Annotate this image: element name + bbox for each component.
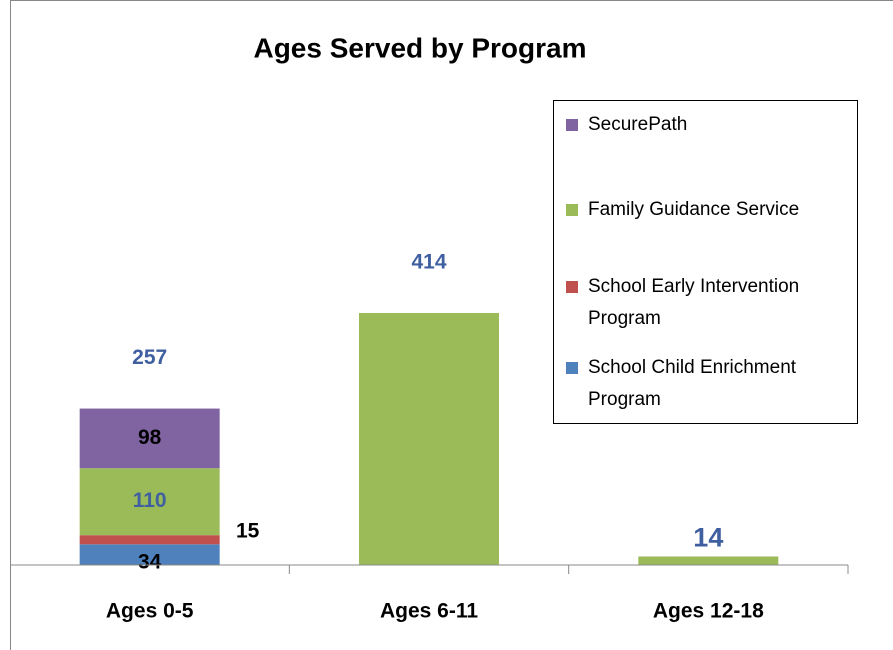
legend-label: School Early Intervention Program [588, 276, 799, 329]
legend-label-line: School Child Enrichment [588, 357, 797, 378]
legend-box [553, 100, 858, 424]
legend-label: School Child Enrichment Program [588, 357, 797, 410]
total-label: 414 [411, 251, 446, 274]
legend-swatch [566, 204, 578, 216]
x-tick-label: Ages 12-18 [653, 600, 764, 623]
data-label: 34 [138, 551, 162, 574]
legend-swatch [566, 362, 578, 374]
chart-title: Ages Served by Program [253, 32, 586, 63]
legend-label-line: School Early Intervention [588, 276, 799, 297]
bar-segment [638, 556, 779, 565]
x-tick-label: Ages 0-5 [106, 600, 194, 623]
bar-segment [79, 535, 220, 545]
legend-label: SecurePath [588, 114, 687, 135]
bar-segment [359, 313, 499, 565]
bar-segment [79, 408, 220, 469]
total-label: 14 [693, 523, 723, 553]
data-label: 15 [236, 519, 260, 542]
data-label: 98 [138, 426, 162, 449]
data-label: 110 [133, 489, 167, 512]
legend-swatch [566, 119, 578, 131]
legend-label-line: Program [588, 389, 661, 410]
legend-label-line: Program [588, 308, 661, 329]
total-label: 257 [132, 346, 167, 369]
bar-segment [79, 468, 220, 536]
bar-segment [79, 544, 220, 565]
legend-swatch [566, 281, 578, 293]
legend-label: Family Guidance Service [588, 199, 799, 220]
x-tick-label: Ages 6-11 [380, 600, 478, 623]
